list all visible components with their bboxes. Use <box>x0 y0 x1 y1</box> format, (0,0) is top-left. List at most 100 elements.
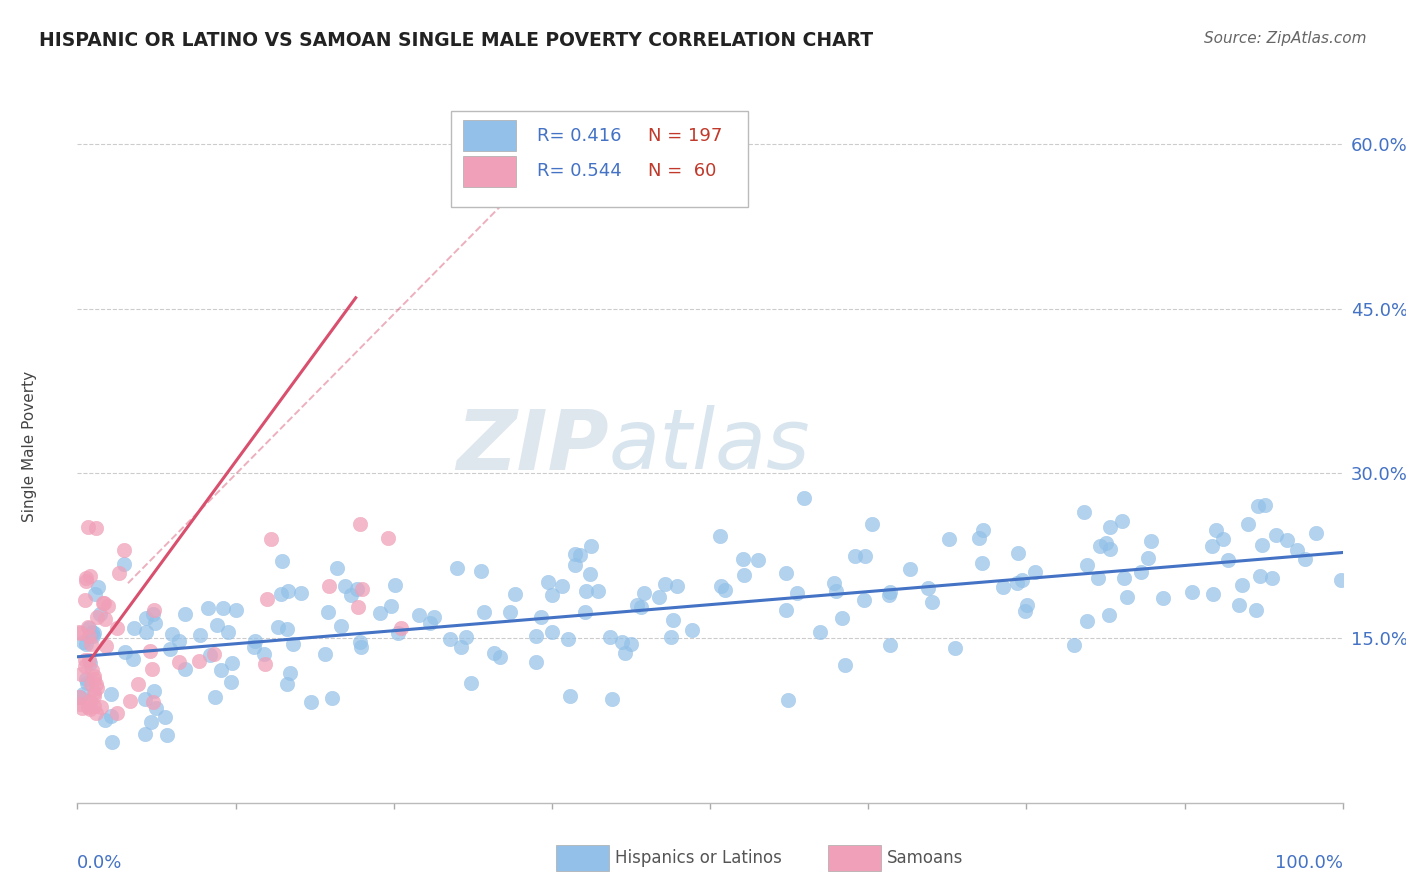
Point <box>1285 543 1308 558</box>
Point <box>79 694 101 708</box>
Point <box>648 591 671 605</box>
Point <box>439 632 461 647</box>
Point <box>714 583 737 598</box>
Point <box>141 662 163 676</box>
Point <box>174 607 197 621</box>
Point <box>91 596 114 610</box>
Point <box>299 694 322 708</box>
Point <box>1244 603 1267 617</box>
Point <box>270 586 292 600</box>
Point <box>877 588 900 602</box>
Point <box>1111 514 1133 528</box>
Point <box>270 554 292 568</box>
Point <box>340 588 363 602</box>
Point <box>917 582 939 596</box>
Point <box>69 690 91 705</box>
Point <box>75 574 97 588</box>
Point <box>530 610 553 624</box>
Point <box>1275 533 1298 547</box>
Point <box>709 529 731 543</box>
Point <box>574 605 596 619</box>
Text: Source: ZipAtlas.com: Source: ZipAtlas.com <box>1204 31 1367 46</box>
Point <box>654 577 676 591</box>
Point <box>96 640 118 654</box>
Point <box>142 602 165 616</box>
Point <box>135 624 157 639</box>
Point <box>408 608 430 623</box>
Point <box>277 584 299 599</box>
Point <box>377 531 399 545</box>
Point <box>1247 500 1270 514</box>
Point <box>422 610 444 624</box>
Point <box>245 634 267 648</box>
Point <box>1098 519 1121 533</box>
Point <box>80 676 103 690</box>
Point <box>1254 498 1277 512</box>
Point <box>551 578 574 592</box>
Point <box>221 657 243 671</box>
Point <box>352 582 374 596</box>
Point <box>488 650 510 665</box>
Point <box>100 687 122 701</box>
Point <box>524 629 547 643</box>
Point <box>256 591 278 606</box>
Point <box>114 557 136 571</box>
Point <box>472 605 495 619</box>
Point <box>1095 536 1118 550</box>
Point <box>380 599 402 614</box>
Text: atlas: atlas <box>609 406 810 486</box>
Point <box>1205 523 1227 537</box>
Text: HISPANIC OR LATINO VS SAMOAN SINGLE MALE POVERTY CORRELATION CHART: HISPANIC OR LATINO VS SAMOAN SINGLE MALE… <box>39 31 873 50</box>
Point <box>852 593 875 607</box>
Point <box>84 521 107 535</box>
Point <box>330 619 353 633</box>
Point <box>83 698 105 713</box>
Point <box>537 575 560 590</box>
Point <box>167 655 190 669</box>
Point <box>831 611 853 625</box>
Point <box>217 625 239 640</box>
Point <box>612 635 634 649</box>
Point <box>1098 607 1121 622</box>
Point <box>76 675 98 690</box>
Point <box>972 524 994 538</box>
Point <box>1237 516 1260 531</box>
Point <box>499 605 522 619</box>
Point <box>134 692 156 706</box>
Point <box>94 713 117 727</box>
Point <box>127 676 149 690</box>
Point <box>86 610 108 624</box>
Point <box>1212 533 1234 547</box>
Point <box>86 681 108 695</box>
Point <box>82 624 104 639</box>
Point <box>83 672 105 686</box>
Point <box>586 584 609 599</box>
FancyBboxPatch shape <box>555 845 609 871</box>
Point <box>75 673 97 687</box>
Point <box>620 637 643 651</box>
Point <box>134 726 156 740</box>
Point <box>76 700 98 714</box>
Point <box>79 629 101 643</box>
Point <box>225 603 247 617</box>
Point <box>1076 614 1098 628</box>
Point <box>350 640 373 655</box>
Point <box>79 657 101 671</box>
Point <box>775 566 797 580</box>
Point <box>557 632 579 646</box>
Point <box>142 695 165 709</box>
Point <box>450 640 472 654</box>
Point <box>197 600 219 615</box>
Point <box>346 582 368 597</box>
Point <box>267 620 290 634</box>
Point <box>101 735 124 749</box>
Point <box>824 584 846 599</box>
Point <box>1088 540 1111 554</box>
Point <box>630 600 652 615</box>
Point <box>112 543 135 558</box>
Point <box>1180 585 1202 599</box>
Point <box>89 607 111 622</box>
Point <box>276 677 298 691</box>
Point <box>87 580 110 594</box>
Point <box>731 552 754 566</box>
